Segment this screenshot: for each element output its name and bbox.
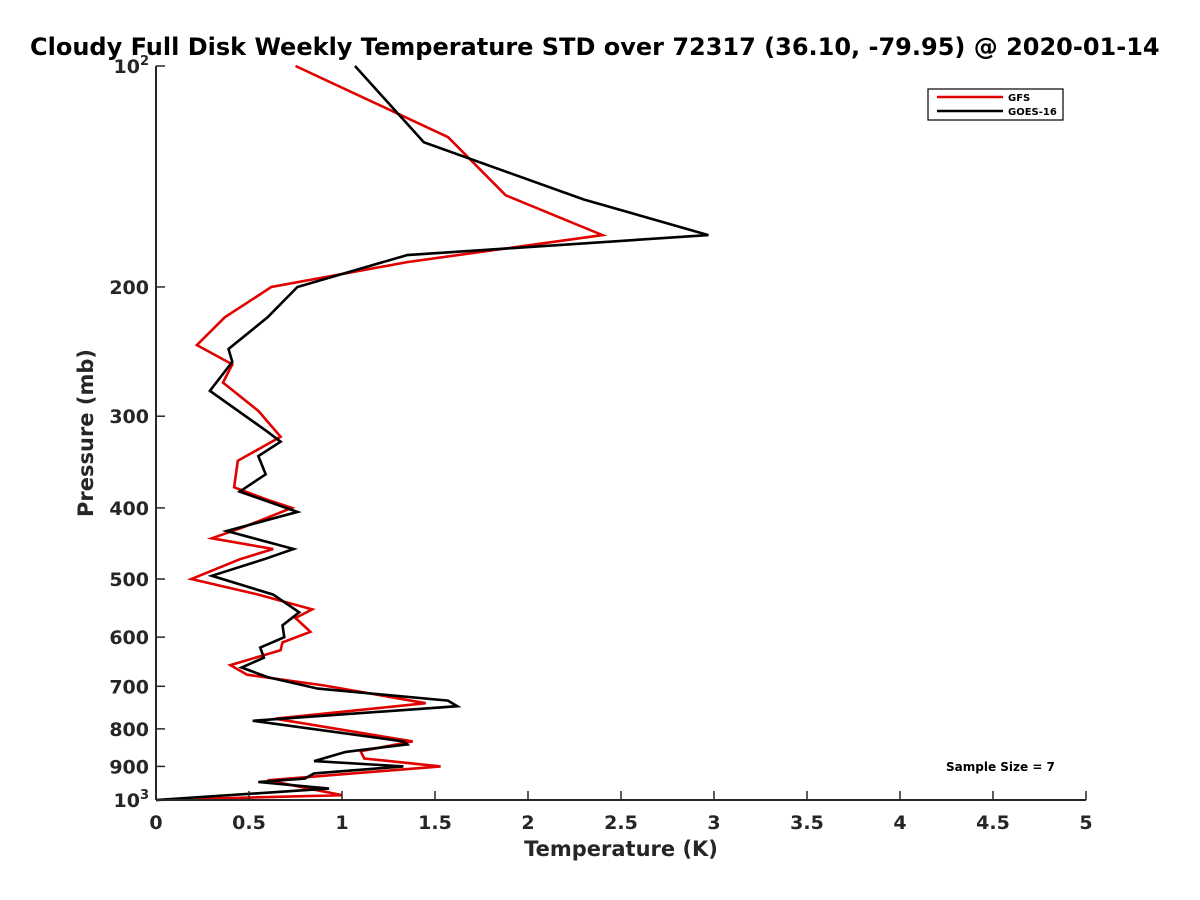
legend-label-goes16: GOES-16	[1008, 107, 1057, 118]
y-tick-label: 300	[109, 406, 149, 428]
legend: GFS GOES-16	[927, 88, 1064, 121]
legend-box	[927, 88, 1064, 121]
x-tick-label: 2	[521, 812, 534, 834]
y-tick-label: 102	[114, 54, 150, 78]
x-tick-label: 0	[149, 812, 162, 834]
y-tick-label: 600	[109, 627, 149, 649]
x-axis-label: Temperature (K)	[524, 837, 718, 861]
y-ticks: 102 200 300 400 500 600 700 800 900 103	[109, 54, 165, 812]
x-tick-label: 3	[707, 812, 720, 834]
y-tick-label: 500	[109, 569, 149, 591]
x-tick-label: 1.5	[418, 812, 452, 834]
x-tick-label: 0.5	[232, 812, 266, 834]
chart-title: Cloudy Full Disk Weekly Temperature STD …	[30, 33, 1160, 61]
x-tick-label: 4.5	[976, 812, 1010, 834]
y-tick-label: 400	[109, 498, 149, 520]
sample-size-annotation: Sample Size = 7	[946, 760, 1055, 774]
x-tick-label: 1	[335, 812, 348, 834]
y-tick-label: 900	[109, 756, 149, 778]
y-tick-label: 200	[109, 277, 149, 299]
series-lines	[155, 64, 709, 802]
y-tick-label: 800	[109, 719, 149, 741]
x-ticks: 0 0.5 1 1.5 2 2.5 3 3.5 4 4.5 5	[149, 791, 1093, 834]
legend-label-gfs: GFS	[1008, 93, 1030, 104]
x-tick-label: 4	[893, 812, 906, 834]
y-axis-label: Pressure (mb)	[74, 349, 98, 517]
y-tick-label: 103	[114, 788, 150, 812]
x-tick-label: 5	[1079, 812, 1092, 834]
x-tick-label: 2.5	[604, 812, 638, 834]
x-tick-label: 3.5	[790, 812, 824, 834]
series-line-goes-16	[155, 65, 709, 802]
series-line-gfs	[155, 64, 608, 802]
y-tick-label: 700	[109, 676, 149, 698]
